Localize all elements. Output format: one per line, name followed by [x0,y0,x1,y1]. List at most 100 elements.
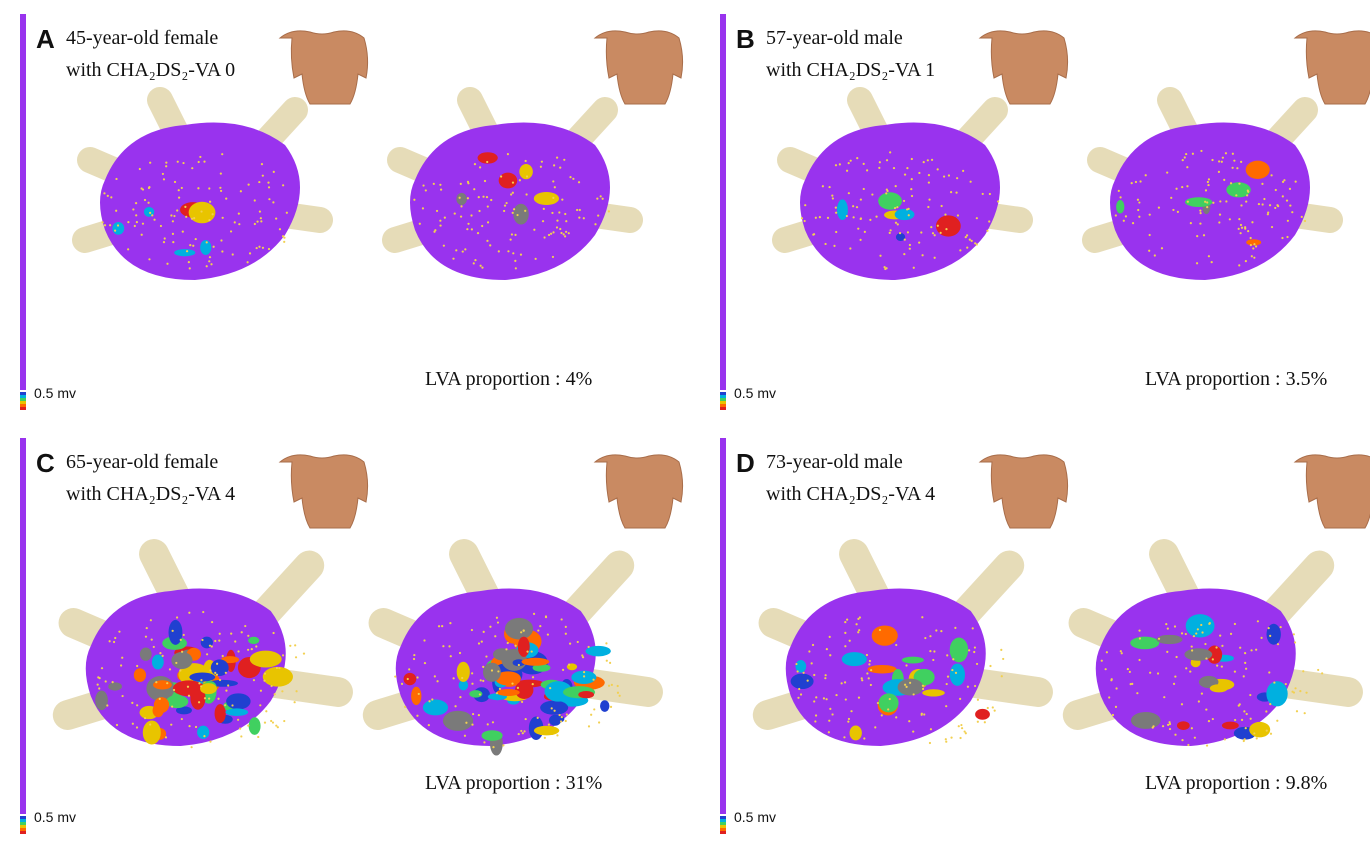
mapping-point [1276,719,1279,722]
mapping-point [812,233,815,236]
mapping-point [497,670,500,673]
mapping-point [1247,230,1250,233]
low-voltage-area [469,690,483,698]
mapping-point [831,194,834,197]
mapping-point [278,228,282,231]
low-voltage-area [168,619,183,645]
low-voltage-area [422,699,449,716]
mapping-point [1246,189,1249,192]
mapping-point [221,250,224,253]
mapping-point [470,228,473,231]
low-voltage-area [139,647,152,661]
mapping-point [180,186,183,190]
mapping-point [828,185,831,189]
mapping-point [922,161,925,164]
mapping-point [186,685,190,688]
mapping-point [951,668,954,672]
mapping-point [247,634,250,637]
mapping-point [1299,690,1302,693]
lva-proportion: LVA proportion : 4% [425,368,592,390]
mapping-point [550,707,553,710]
low-voltage-area [521,657,550,666]
mapping-point [835,211,838,214]
mapping-point [954,626,957,629]
mapping-point [855,623,858,626]
mapping-point [1207,255,1211,258]
low-voltage-area [1226,182,1251,198]
mapping-point [564,212,567,216]
mapping-point [988,220,991,223]
mapping-point [413,653,416,657]
mapping-point [564,632,567,635]
scale-label: 0.5 mv [734,809,776,825]
mapping-point [1211,658,1214,661]
low-voltage-area [197,725,210,739]
mapping-point [903,238,906,241]
mapping-point [495,616,499,619]
mapping-point [121,656,124,659]
mapping-point [576,208,579,212]
mapping-point [610,683,613,686]
mapping-point [1294,180,1297,183]
mapping-point [201,638,204,642]
low-voltage-area [165,695,189,709]
mapping-point [1250,255,1253,258]
mapping-point [1257,202,1261,206]
mapping-point [289,644,292,647]
mapping-point [423,661,427,665]
mapping-point [843,681,847,684]
mapping-point [1217,160,1221,163]
mapping-point [480,640,483,643]
mapping-point [539,165,542,168]
mapping-point [514,233,517,237]
mapping-point [973,684,977,688]
mapping-point [1193,736,1196,739]
mapping-point [578,208,581,212]
mapping-point [825,648,828,651]
mapping-point [1110,679,1113,682]
mapping-point [259,704,262,707]
mapping-point [1245,712,1248,716]
low-voltage-area [897,678,924,696]
mapping-point [413,198,416,201]
low-voltage-area [1246,239,1262,246]
mapping-point [466,228,469,231]
mapping-point [461,676,464,680]
mapping-point [857,227,860,230]
mapping-point [828,635,831,638]
low-voltage-area [1156,634,1183,645]
mapping-point [203,697,207,700]
mapping-point [1181,159,1184,162]
mapping-point [1254,245,1258,248]
mapping-point [1244,652,1247,655]
low-voltage-area [540,700,569,715]
mapping-point [856,157,859,160]
mapping-point [838,163,841,166]
mapping-point [968,649,971,652]
panel: 0.5 mv C 65-year-old female with CHA₂DS₂-VA… [20,438,684,834]
mapping-point [1117,189,1120,192]
mapping-point [866,169,869,172]
mapping-point [470,214,473,217]
mapping-point [564,719,567,723]
mapping-point [460,205,463,208]
mapping-point [202,610,205,614]
mapping-point [910,178,913,181]
mapping-point [1279,625,1282,629]
mapping-point [986,706,989,710]
mapping-point [1244,727,1247,730]
mapping-point [1240,718,1244,721]
mapping-point [1224,152,1228,155]
low-voltage-area [411,686,422,706]
mapping-point [211,213,214,216]
mapping-point [797,696,800,699]
mapping-point [1153,254,1156,257]
scale-color [20,831,26,834]
mapping-point [177,196,181,199]
mapping-point [1114,214,1117,217]
low-voltage-area [533,725,560,736]
mapping-point [1256,620,1259,623]
mapping-point [1189,670,1192,673]
mapping-point [912,266,915,269]
scale-color [720,395,726,398]
